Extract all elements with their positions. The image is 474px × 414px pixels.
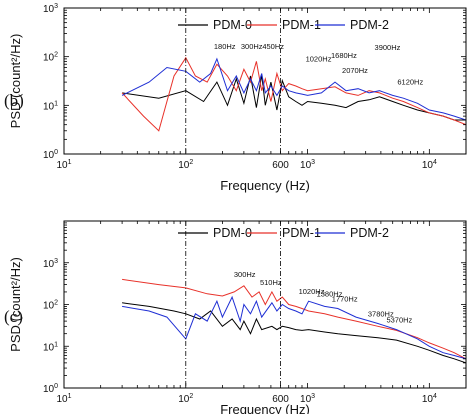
- plot-frame: [63, 7, 467, 155]
- x-tick-label: 600: [272, 394, 289, 405]
- peak-annotation: 3780Hz: [368, 310, 394, 319]
- legend-label-pdm-1: PDM-1: [282, 226, 321, 240]
- series-line-pdm-1: [122, 278, 466, 360]
- series-line-pdm-2: [122, 295, 466, 360]
- peak-annotation: 1020Hz: [299, 287, 325, 296]
- panel-label: (c): [4, 307, 23, 326]
- legend-label-pdm-1: PDM-1: [282, 18, 321, 32]
- x-tick-label: 102: [178, 159, 193, 171]
- x-axis-label: Frequency (Hz): [220, 402, 310, 414]
- peak-annotation: 2070Hz: [342, 66, 368, 75]
- peak-annotation: 450Hz: [262, 42, 284, 51]
- legend-label-pdm-2: PDM-2: [350, 226, 389, 240]
- panel-label: (b): [4, 91, 24, 110]
- x-tick-label: 102: [178, 393, 193, 405]
- x-tick-label: 103: [300, 159, 315, 171]
- y-tick-label: 103: [43, 258, 58, 270]
- x-tick-label: 101: [56, 159, 71, 171]
- peak-annotation: 5370Hz: [386, 316, 412, 325]
- peak-annotation: 1380Hz: [317, 290, 343, 299]
- legend-label-pdm-0: PDM-0: [213, 18, 252, 32]
- x-axis-label: Frequency (Hz): [220, 178, 310, 193]
- x-tick-label: 101: [56, 393, 71, 405]
- series-line-pdm-0: [122, 74, 466, 121]
- x-tick-label: 104: [422, 393, 437, 405]
- peak-annotation: 510Hz: [260, 278, 282, 287]
- x-tick-label: 104: [422, 159, 437, 171]
- peak-annotation: 6120Hz: [397, 78, 423, 87]
- y-tick-label: 102: [43, 300, 58, 312]
- series-line-pdm-2: [121, 57, 466, 121]
- peak-annotation: 3900Hz: [375, 43, 401, 52]
- legend-label-pdm-0: PDM-0: [213, 226, 252, 240]
- peak-annotation: 300Hz: [241, 42, 263, 51]
- peak-annotation: 1680Hz: [331, 51, 357, 60]
- series-line-pdm-1: [121, 56, 466, 132]
- y-axis-label: PSD (count²/Hz): [8, 34, 23, 129]
- y-tick-label: 102: [43, 52, 58, 64]
- y-tick-label: 103: [43, 3, 58, 15]
- y-tick-label: 101: [43, 100, 58, 112]
- peak-annotation: 1770Hz: [332, 295, 358, 304]
- legend-label-pdm-2: PDM-2: [350, 18, 389, 32]
- series-line-pdm-0: [122, 302, 466, 364]
- peak-annotation: 300Hz: [234, 270, 256, 279]
- y-axis-label: PSD (count²/Hz): [8, 257, 23, 352]
- x-tick-label: 600: [272, 160, 289, 171]
- peak-annotation: 180Hz: [214, 42, 236, 51]
- peak-annotation: 1020Hz: [306, 54, 332, 63]
- y-tick-label: 101: [43, 341, 58, 353]
